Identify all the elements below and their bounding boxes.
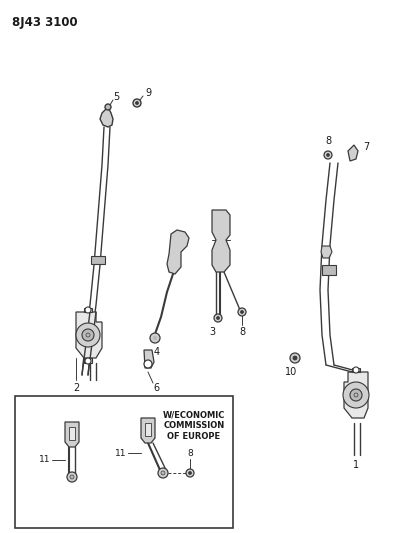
Text: 5: 5 xyxy=(113,92,119,102)
Polygon shape xyxy=(344,372,368,418)
Polygon shape xyxy=(141,418,155,443)
Polygon shape xyxy=(144,350,154,368)
Text: 8: 8 xyxy=(239,327,245,337)
Text: 9: 9 xyxy=(145,88,151,98)
Polygon shape xyxy=(69,427,75,440)
Circle shape xyxy=(136,101,138,104)
Polygon shape xyxy=(76,312,102,358)
Polygon shape xyxy=(100,107,113,127)
Polygon shape xyxy=(84,308,92,312)
Circle shape xyxy=(82,329,94,341)
Circle shape xyxy=(188,472,192,474)
Circle shape xyxy=(238,308,246,316)
Circle shape xyxy=(150,333,160,343)
Polygon shape xyxy=(212,210,230,272)
Polygon shape xyxy=(65,422,79,447)
Circle shape xyxy=(85,358,91,364)
Circle shape xyxy=(86,333,90,337)
Circle shape xyxy=(105,104,111,110)
Circle shape xyxy=(70,475,74,479)
Text: 8: 8 xyxy=(325,136,331,146)
Polygon shape xyxy=(145,423,151,436)
Circle shape xyxy=(67,472,77,482)
Text: W/ECONOMIC
COMMISSION
OF EUROPE: W/ECONOMIC COMMISSION OF EUROPE xyxy=(163,410,225,441)
Circle shape xyxy=(153,336,157,340)
Text: 10: 10 xyxy=(285,367,297,377)
Circle shape xyxy=(133,99,141,107)
Circle shape xyxy=(158,468,168,478)
Text: 2: 2 xyxy=(73,383,79,393)
Text: 11: 11 xyxy=(39,456,51,464)
Text: 8: 8 xyxy=(187,448,193,457)
Text: 1: 1 xyxy=(353,460,359,470)
Text: 4: 4 xyxy=(154,347,160,357)
Circle shape xyxy=(144,360,152,368)
Circle shape xyxy=(76,323,100,347)
Polygon shape xyxy=(352,368,360,372)
Text: 6: 6 xyxy=(153,383,159,393)
Polygon shape xyxy=(91,256,105,264)
Circle shape xyxy=(350,389,362,401)
Polygon shape xyxy=(322,265,336,275)
Circle shape xyxy=(290,353,300,363)
Polygon shape xyxy=(167,230,189,274)
Circle shape xyxy=(343,382,369,408)
Circle shape xyxy=(326,154,330,157)
Polygon shape xyxy=(84,358,92,363)
Text: 8J43 3100: 8J43 3100 xyxy=(12,16,78,29)
Circle shape xyxy=(354,393,358,397)
Text: 11: 11 xyxy=(115,448,127,457)
Circle shape xyxy=(241,311,243,313)
Text: 3: 3 xyxy=(209,327,215,337)
Bar xyxy=(15,396,233,528)
Circle shape xyxy=(353,367,359,373)
Polygon shape xyxy=(348,145,358,161)
Circle shape xyxy=(293,356,297,360)
Polygon shape xyxy=(321,246,332,258)
Circle shape xyxy=(214,314,222,322)
Circle shape xyxy=(217,317,219,319)
Text: 7: 7 xyxy=(363,142,369,152)
Circle shape xyxy=(324,151,332,159)
Circle shape xyxy=(161,471,165,475)
Circle shape xyxy=(186,469,194,477)
Circle shape xyxy=(85,307,91,313)
